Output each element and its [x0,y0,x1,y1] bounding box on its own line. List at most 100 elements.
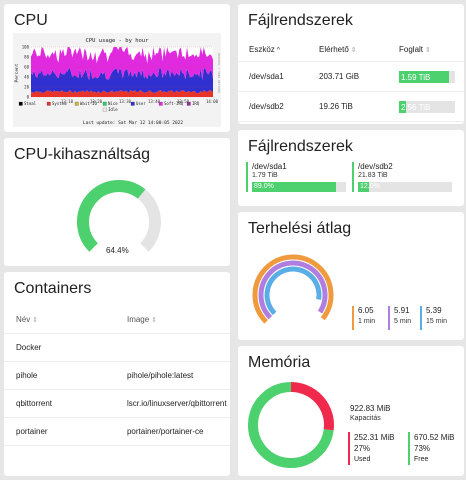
column-header-label: Eszköz [249,45,275,54]
graph-legend-label: Steal [24,101,37,106]
fs-available: 203.71 GiB [319,72,360,81]
graph-x-ticks: 13:10 13:20 13:30 13:40 13:50 14:00 [61,99,219,104]
load-average-gauge [252,254,334,324]
fs-detail-bar-fill [358,182,370,192]
memory-used-pct: 27% [354,444,371,453]
column-header-name[interactable]: Név ⇕ [16,315,127,324]
memory-capacity-value: 922.83 MiB [350,404,391,413]
graph-legend-swatch [74,101,79,106]
graph-ylabel: Percent [14,63,20,82]
fs-detail-size: 21.83 TiB [358,172,388,179]
graph-legend-label: System [52,101,67,106]
table-row[interactable]: portainer portainer/portainer-ce [4,418,230,446]
load-label: 1 min [358,318,376,325]
memory-used-label: Used [354,456,371,463]
container-name: Docker [16,343,42,352]
graph-x-tick-label: 14:00 [206,99,219,104]
memory-free-stat: 670.52 MiB 73% Free [408,432,454,465]
graph-y-ticks: 100 80 60 40 20 0 [22,45,213,100]
fs-used-bar-fill [399,100,406,113]
graph-band-system [31,90,213,97]
graph-y-tick-label: 0 [27,95,30,100]
graph-x-tick-label: 13:10 [61,99,74,104]
graph-band-user [31,67,213,93]
column-header-device[interactable]: Eszköz ^ [249,45,319,54]
column-header-available[interactable]: Elérhető ⇕ [319,45,399,54]
load-arc-15min [264,266,322,316]
fs-used-value: 1.59 TiB [401,72,431,82]
graph-legend-swatch [46,101,51,106]
table-row[interactable]: pihole pihole/pihole:latest [4,362,230,390]
memory-free-value: 670.52 MiB [414,433,455,442]
containers-table: Név ⇕ Image ⇕ Docker pihole pihole/pihole:… [4,306,230,446]
graph-legend-label: Nice [108,101,118,106]
filesystems-table: Eszköz ^ Elérhető ⇕ Foglalt ⇕ /dev/sda1 203… [238,38,464,122]
load-value: 5.39 [426,306,442,315]
memory-free-pct: 73% [414,444,431,453]
load-label: 5 min [394,318,412,325]
fs-detail-device: /dev/sdb2 [358,162,393,171]
containers-title: Containers [14,280,92,297]
container-image: lscr.io/linuxserver/qbittorrent [126,399,227,408]
graph-x-tick-label: 13:30 [119,99,132,104]
cpu-usage-card: CPU-kihasználtság 64.4% [4,138,230,266]
graph-legend-label: Soft-IRQ [164,101,184,106]
column-header-image[interactable]: Image ⇕ [127,315,230,324]
cpu-title: CPU [14,12,48,29]
load-label: 15 min [426,318,448,325]
table-row[interactable]: qbittorrent lscr.io/linuxserver/qbittorr… [4,390,230,418]
graph-legend: Steal System Wait-IO Nice User Soft-IRQ IRQ Idl… [18,101,200,112]
memory-capacity: 922.83 MiB Kapacitás [350,404,390,422]
sort-icon: ⇕ [350,47,357,54]
filesystems-title: Fájlrendszerek [248,12,353,29]
graph-y-tick-label: 20 [24,85,29,90]
graph-legend-swatch [130,101,135,106]
sort-asc-icon: ^ [276,47,281,54]
gauge-fill [77,180,146,252]
memory-donut [248,382,334,468]
graph-legend-label: Idle [108,107,118,112]
cpu-usage-title: CPU-kihasználtság [14,146,151,163]
fs-device: /dev/sdb2 [249,102,284,111]
column-header-label: Elérhető [319,45,349,54]
filesystems-detail-card: Fájlrendszerek /dev/sda1 1.79 TiB 89.0% … [238,130,464,206]
load-average-title: Terhelési átlag [248,220,352,237]
fs-detail-device: /dev/sda1 [252,162,287,171]
table-row[interactable]: /dev/sdb2 19.26 TiB 2.56 TiB [238,92,464,122]
table-row[interactable]: Docker [4,334,230,362]
graph-legend-swatch [102,101,107,106]
graph-y-tick-label: 80 [24,55,29,60]
fs-device: /dev/sda1 [249,72,284,81]
graph-y-tick-label: 60 [24,65,29,70]
fs-used-bar-fill [399,70,449,83]
cpu-usage-graph: CPU usage - by hour Percent RRDTOOL / TO… [13,33,221,127]
fs-detail-item: /dev/sda1 1.79 TiB 89.0% [246,162,346,192]
table-row[interactable]: /dev/sda1 203.71 GiB 1.59 TiB [238,62,464,92]
graph-legend-label: User [136,101,146,106]
cpu-usage-gauge [77,180,161,252]
memory-card: Memória 922.83 MiB Kapacitás 252.31 MiB … [238,346,464,476]
load-arc-1min [252,254,334,324]
container-image: portainer/portainer-ce [126,427,204,436]
graph-sidebar-text: RRDTOOL / TOBI OETIKER [217,53,221,93]
sort-icon: ⇕ [151,317,158,324]
graph-legend-swatch [102,107,107,112]
memory-used-arc [290,382,334,431]
fs-detail-pct: 89.0% [254,183,274,190]
graph-title: CPU usage - by hour [86,38,150,44]
column-header-label: Név [16,315,31,324]
table-header-row: Név ⇕ Image ⇕ [4,306,230,334]
column-header-used[interactable]: Foglalt ⇕ [399,45,463,54]
column-header-label: Foglalt [399,45,424,54]
fs-detail-size: 1.79 TiB [252,172,278,179]
fs-available: 19.26 TiB [319,102,353,111]
fs-detail-bar-fill [252,182,336,192]
fs-detail-bar: 89.0% [252,182,346,192]
cpu-card: CPU CPU usage - by hour Percent RRDTOOL … [4,4,230,132]
graph-x-tick-label: 13:50 [177,99,190,104]
graph-x-tick-label: 13:40 [148,99,161,104]
graph-x-tick-label: 13:20 [90,99,103,104]
graph-plot-area [31,47,213,97]
containers-card: Containers Név ⇕ Image ⇕ Docker pihole pih… [4,272,230,476]
graph-y-tick-label: 40 [24,75,29,80]
